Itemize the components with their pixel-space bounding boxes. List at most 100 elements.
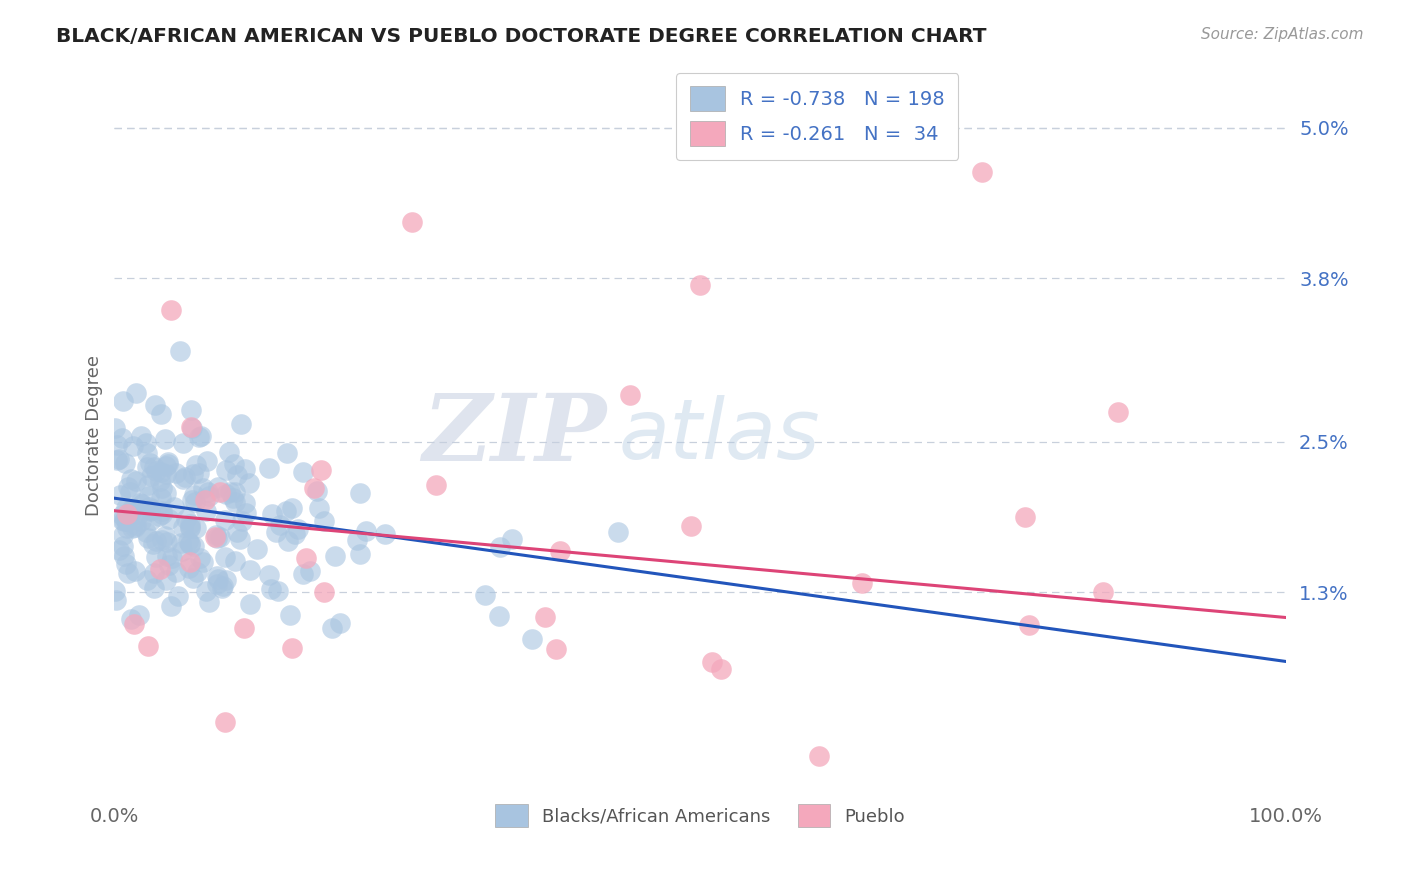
Point [287,522,309,536]
Point [157,512,180,526]
Point [111,539,134,553]
Point [124,520,146,534]
Point [115,507,138,521]
Point [117,566,139,580]
Point [197,485,219,500]
Point [179,516,201,531]
Point [114,456,136,470]
Point [233,496,256,510]
Point [277,534,299,549]
Point [129,428,152,442]
Point [162,500,184,514]
Point [222,491,245,505]
Point [184,495,207,509]
Point [191,555,214,569]
Point [548,544,571,558]
Point [177,533,200,548]
Point [302,481,325,495]
Text: ZIP: ZIP [422,391,606,481]
Point [155,485,177,500]
Point [314,514,336,528]
Point [159,302,181,317]
Point [167,590,190,604]
Point [150,504,173,518]
Point [211,579,233,593]
Point [145,534,167,549]
Point [239,563,262,577]
Point [215,463,238,477]
Point [115,501,138,516]
Point [135,524,157,539]
Point [155,467,177,482]
Point [425,478,447,492]
Point [181,571,204,585]
Point [149,474,172,488]
Point [142,581,165,595]
Point [111,528,134,542]
Point [239,597,262,611]
Point [329,616,352,631]
Point [125,474,148,488]
Point [205,531,228,545]
Point [179,521,201,535]
Point [291,566,314,581]
Point [679,518,702,533]
Point [262,508,284,522]
Point [700,655,723,669]
Point [160,551,183,566]
Point [205,528,228,542]
Point [180,402,202,417]
Point [321,622,343,636]
Point [125,385,148,400]
Point [165,565,187,579]
Point [209,484,232,499]
Point [179,537,201,551]
Point [1014,510,1036,524]
Point [142,537,165,551]
Point [150,491,173,505]
Point [145,464,167,478]
Point [121,504,143,518]
Point [165,467,187,481]
Point [135,436,157,450]
Point [180,419,202,434]
Point [211,581,233,595]
Point [354,524,377,539]
Point [179,520,201,534]
Point [104,593,127,607]
Point [111,513,134,527]
Point [139,468,162,483]
Point [115,521,138,535]
Point [260,582,283,596]
Point [170,543,193,558]
Point [107,453,129,467]
Point [214,715,236,730]
Point [153,432,176,446]
Point [104,583,127,598]
Point [606,525,628,540]
Point [183,488,205,502]
Point [246,542,269,557]
Point [349,547,371,561]
Point [207,576,229,591]
Point [501,532,523,546]
Point [111,431,134,445]
Point [214,550,236,565]
Point [117,480,139,494]
Point [520,632,543,647]
Point [117,515,139,529]
Point [159,599,181,613]
Point [145,398,167,412]
Point [150,533,173,548]
Point [157,558,180,572]
Point [232,621,254,635]
Point [281,641,304,656]
Point [264,524,287,539]
Point [145,549,167,564]
Point [546,641,568,656]
Point [186,521,208,535]
Point [181,492,204,507]
Point [128,608,150,623]
Point [195,584,218,599]
Point [257,567,280,582]
